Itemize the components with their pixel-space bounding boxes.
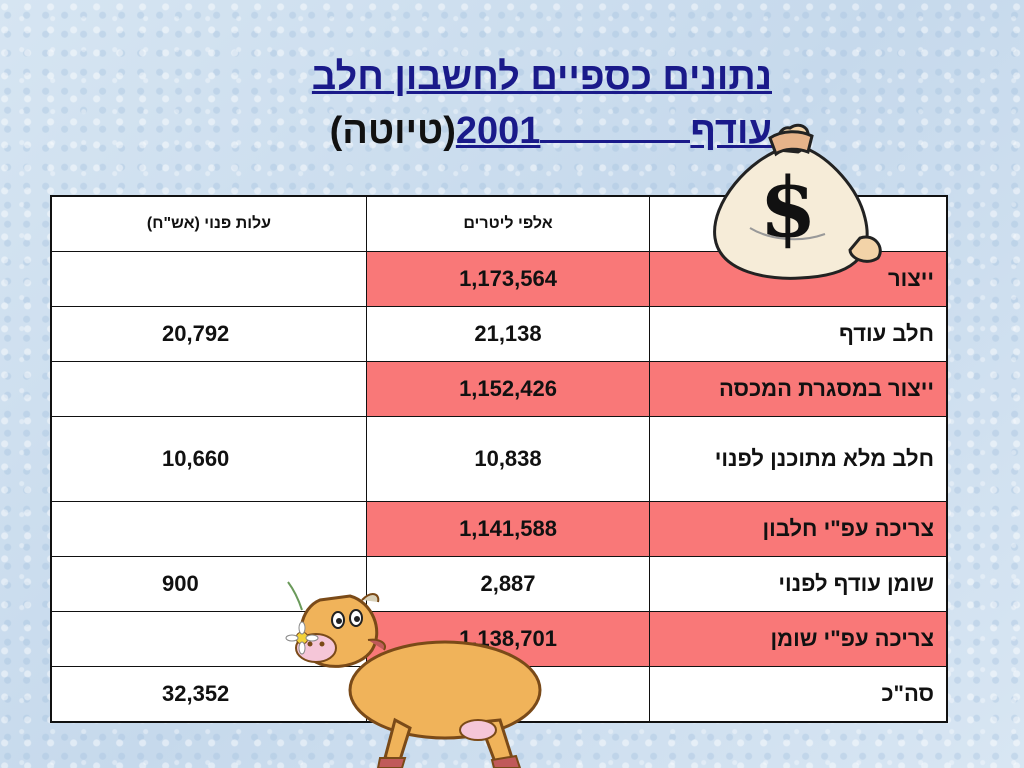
- money-bag-icon: $: [713, 123, 882, 280]
- row-liters: 1,141,588: [366, 501, 650, 558]
- table-row: חלב מלא מתוכנן לפנוי 10,838 10,660: [50, 415, 948, 503]
- row-cost: 20,792: [50, 305, 367, 362]
- table-row: חלב עודף 21,138 20,792: [50, 305, 948, 362]
- header-cost-col: עלות פנוי (אש"ח): [50, 195, 367, 252]
- row-cost: 32,352: [50, 666, 367, 723]
- title-underline-gap: [540, 110, 691, 143]
- milk-financial-table: אלפי ליטרים עלות פנוי (אש"ח) ייצור 1,173,…: [50, 195, 948, 723]
- title-year: 2001: [455, 109, 541, 152]
- table-header-row: אלפי ליטרים עלות פנוי (אש"ח): [50, 195, 948, 252]
- row-label: צריכה עפ"י חלבון: [649, 501, 948, 558]
- title-surplus-word: עודף: [690, 109, 772, 152]
- row-cost: [50, 360, 367, 417]
- dollar-sign: $: [759, 160, 816, 256]
- header-liters-col: אלפי ליטרים: [366, 195, 650, 252]
- row-cost: [50, 251, 367, 307]
- row-cost: 10,660: [50, 415, 367, 503]
- row-label: שומן עודף לפנוי: [649, 556, 948, 613]
- table-row: סה"כ 32,352: [50, 666, 948, 723]
- daisy-icon: [285, 621, 319, 655]
- slide-title: נתונים כספיים לחשבון חלב עודף 2001(טיוטה): [312, 54, 772, 155]
- title-draft-label: (טיוטה): [329, 109, 456, 152]
- row-liters: 21,138: [366, 305, 650, 362]
- row-liters: 2,887: [366, 556, 650, 613]
- table-row: ייצור במסגרת המכסה 1,152,426: [50, 360, 948, 417]
- row-label: חלב עודף: [649, 305, 948, 362]
- row-label: ייצור במסגרת המכסה: [649, 360, 948, 417]
- title-line-2: עודף 2001(טיוטה): [312, 108, 772, 156]
- row-cost: [50, 501, 367, 558]
- row-liters: 1,152,426: [366, 360, 650, 417]
- row-liters: 10,838: [366, 415, 650, 503]
- row-label: צריכה עפ"י שומן: [649, 611, 948, 668]
- cow-icon: [285, 581, 542, 768]
- row-liters: 1,173,564: [366, 251, 650, 307]
- row-label: חלב מלא מתוכנן לפנוי: [649, 415, 948, 503]
- title-line-1: נתונים כספיים לחשבון חלב: [311, 56, 772, 98]
- row-label: סה"כ: [649, 666, 948, 723]
- table-row: צריכה עפ"י חלבון 1,141,588: [50, 501, 948, 558]
